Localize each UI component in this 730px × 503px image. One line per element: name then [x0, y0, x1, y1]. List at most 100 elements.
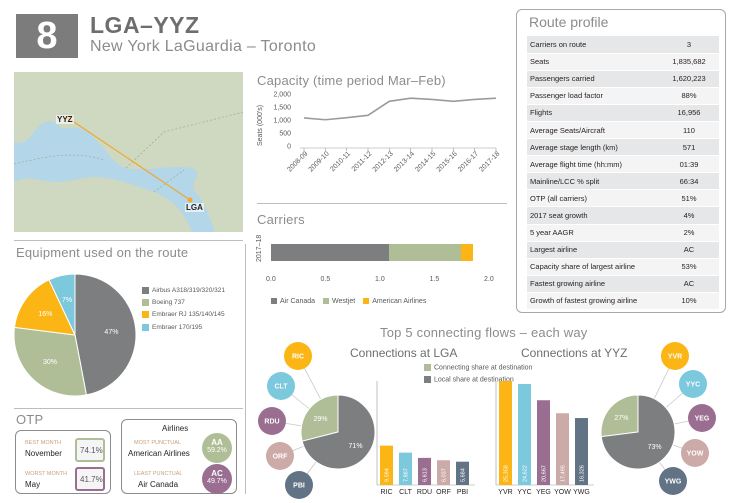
y-tick-label: 2,000: [273, 92, 291, 99]
carrier-segment: [388, 244, 461, 261]
map-label-lga: LGA: [185, 203, 204, 212]
best-month-label: BEST MONTH: [25, 440, 61, 446]
profile-row: 2017 seat growth 4%: [527, 206, 719, 225]
route-profile-title: Route profile: [529, 14, 609, 30]
legend-item: Embraer 170/195: [142, 323, 225, 331]
least-punctual-badge: AC 49.7%: [202, 464, 232, 494]
x-tick-label: YYC: [517, 489, 531, 496]
legend-connecting-label: Connecting share at destination: [434, 364, 533, 372]
capacity-title: Capacity (time period Mar–Feb): [257, 73, 446, 88]
profile-row-label: Passenger load factor: [527, 87, 659, 105]
profile-row-value: 1,835,682: [659, 53, 719, 71]
pie-slice-label: 29%: [313, 416, 327, 423]
profile-row: Average flight time (hh:mm) 01:39: [527, 155, 719, 174]
carriers-legend: Air Canada Westjet American Airlines: [271, 290, 434, 308]
legend-swatch: [363, 298, 370, 305]
profile-row: Mainline/LCC % split 66:34: [527, 172, 719, 191]
route-name: New York LaGuardia – Toronto: [90, 38, 317, 55]
profile-row-label: Capacity share of largest airline: [527, 258, 659, 276]
route-profile-panel: Route profile Carriers on route 3 Seats 1,8…: [516, 9, 726, 313]
divider: [245, 244, 246, 494]
node-circle: [681, 439, 709, 467]
profile-row: Passengers carried 1,620,223: [527, 70, 719, 88]
x-tick-label: 2011-12: [351, 150, 374, 173]
bar: [556, 413, 569, 485]
profile-row: 5 year AAGR 2%: [527, 224, 719, 242]
node-label: ORF: [273, 454, 289, 461]
most-punctual-airline: American Airlines: [128, 449, 190, 458]
worst-month-value: 41.7%: [80, 475, 103, 484]
node-circle: [266, 442, 294, 470]
x-tick-label: YWG: [573, 489, 590, 496]
bar-value-label: 6,037: [442, 468, 448, 482]
legend-label: Airbus A318/319/320/321: [152, 287, 226, 295]
profile-row-value: 66:34: [659, 172, 719, 191]
profile-row-value: 110: [659, 121, 719, 140]
node-circle: [679, 370, 707, 398]
profile-row: Passenger load factor 88%: [527, 87, 719, 105]
carriers-axis: 0.0 0.5 1.0 1.5 2.0: [266, 276, 494, 286]
calendar-icon: 74.1%: [75, 438, 105, 462]
profile-row-value: 3: [659, 36, 719, 54]
carrier-segment: [460, 244, 473, 261]
most-punctual-label: MOST PUNCTUAL: [134, 440, 181, 446]
airlines-title: Airlines: [162, 424, 189, 433]
pie-slice: [300, 394, 339, 442]
most-punctual-badge: AA 59.2%: [202, 433, 232, 463]
pie-slice-label: 27%: [614, 415, 628, 422]
bar: [418, 457, 431, 485]
bar: [575, 418, 588, 485]
legend-item: Airbus A318/319/320/321: [142, 287, 225, 294]
node-circle: [661, 342, 689, 370]
pie-slice-label: 71%: [349, 443, 363, 450]
profile-row-label: Flights: [527, 104, 659, 122]
bar-value-label: 24,622: [523, 465, 529, 482]
legend-swatch: [271, 298, 277, 305]
pie-slice: [74, 273, 137, 396]
profile-row: Flights 16,956: [527, 104, 719, 122]
capacity-chart: 0 500 1,000 1,500 2,000 Seats (000's) 2008-09 2…: [248, 88, 506, 198]
profile-row-label: Growth of fastest growing airline: [527, 292, 659, 311]
pie-slice: [48, 273, 76, 336]
capacity-series-line: [303, 97, 497, 121]
profile-row: Average stage length (km) 571: [527, 138, 719, 157]
profile-row-value: AC: [659, 275, 719, 293]
divider: [14, 408, 243, 409]
legend-swatch: [142, 299, 149, 307]
node-label: YOW: [687, 451, 704, 458]
map-svg: [14, 72, 243, 232]
node-label: CLT: [274, 384, 288, 391]
legend-swatch: [142, 287, 149, 294]
legend-label: Embraer RJ 135/140/145: [152, 311, 225, 319]
legend-item: American Airlines: [363, 298, 426, 305]
profile-row: OTP (all carriers) 51%: [527, 189, 719, 208]
legend-swatch: [142, 323, 149, 331]
map-borders: [14, 111, 243, 193]
bar: [537, 400, 550, 485]
node-circle: [267, 372, 295, 400]
legend-local-label: Local share at destination: [434, 376, 514, 384]
node-label: RIC: [292, 354, 304, 361]
most-punctual-code: AA: [211, 438, 223, 447]
best-month-value: 74.1%: [80, 446, 103, 455]
pie-slice: [600, 394, 639, 438]
profile-row-label: Average flight time (hh:mm): [527, 155, 659, 174]
x-tick-label: 2012-13: [372, 150, 395, 173]
bar-value-label: 5,684: [461, 468, 467, 482]
legend-swatch: [323, 298, 330, 305]
y-tick-label: 500: [279, 131, 291, 138]
bar: [499, 381, 512, 485]
pie-slice-label: 30%: [43, 359, 57, 366]
profile-row-label: Fastest growing airline: [527, 275, 659, 293]
divider: [14, 240, 243, 241]
node-label: RDU: [264, 419, 279, 426]
node-label: YEG: [695, 416, 710, 423]
profile-row-value: 571: [659, 138, 719, 157]
route-map: YYZ LGA: [14, 72, 243, 232]
x-tick-label: 2013-14: [393, 150, 416, 173]
x-tick-label: 0.5: [320, 276, 331, 283]
profile-row-label: Passengers carried: [527, 70, 659, 88]
profile-row-value: 16,956: [659, 104, 719, 122]
profile-row-value: 1,620,223: [659, 70, 719, 88]
